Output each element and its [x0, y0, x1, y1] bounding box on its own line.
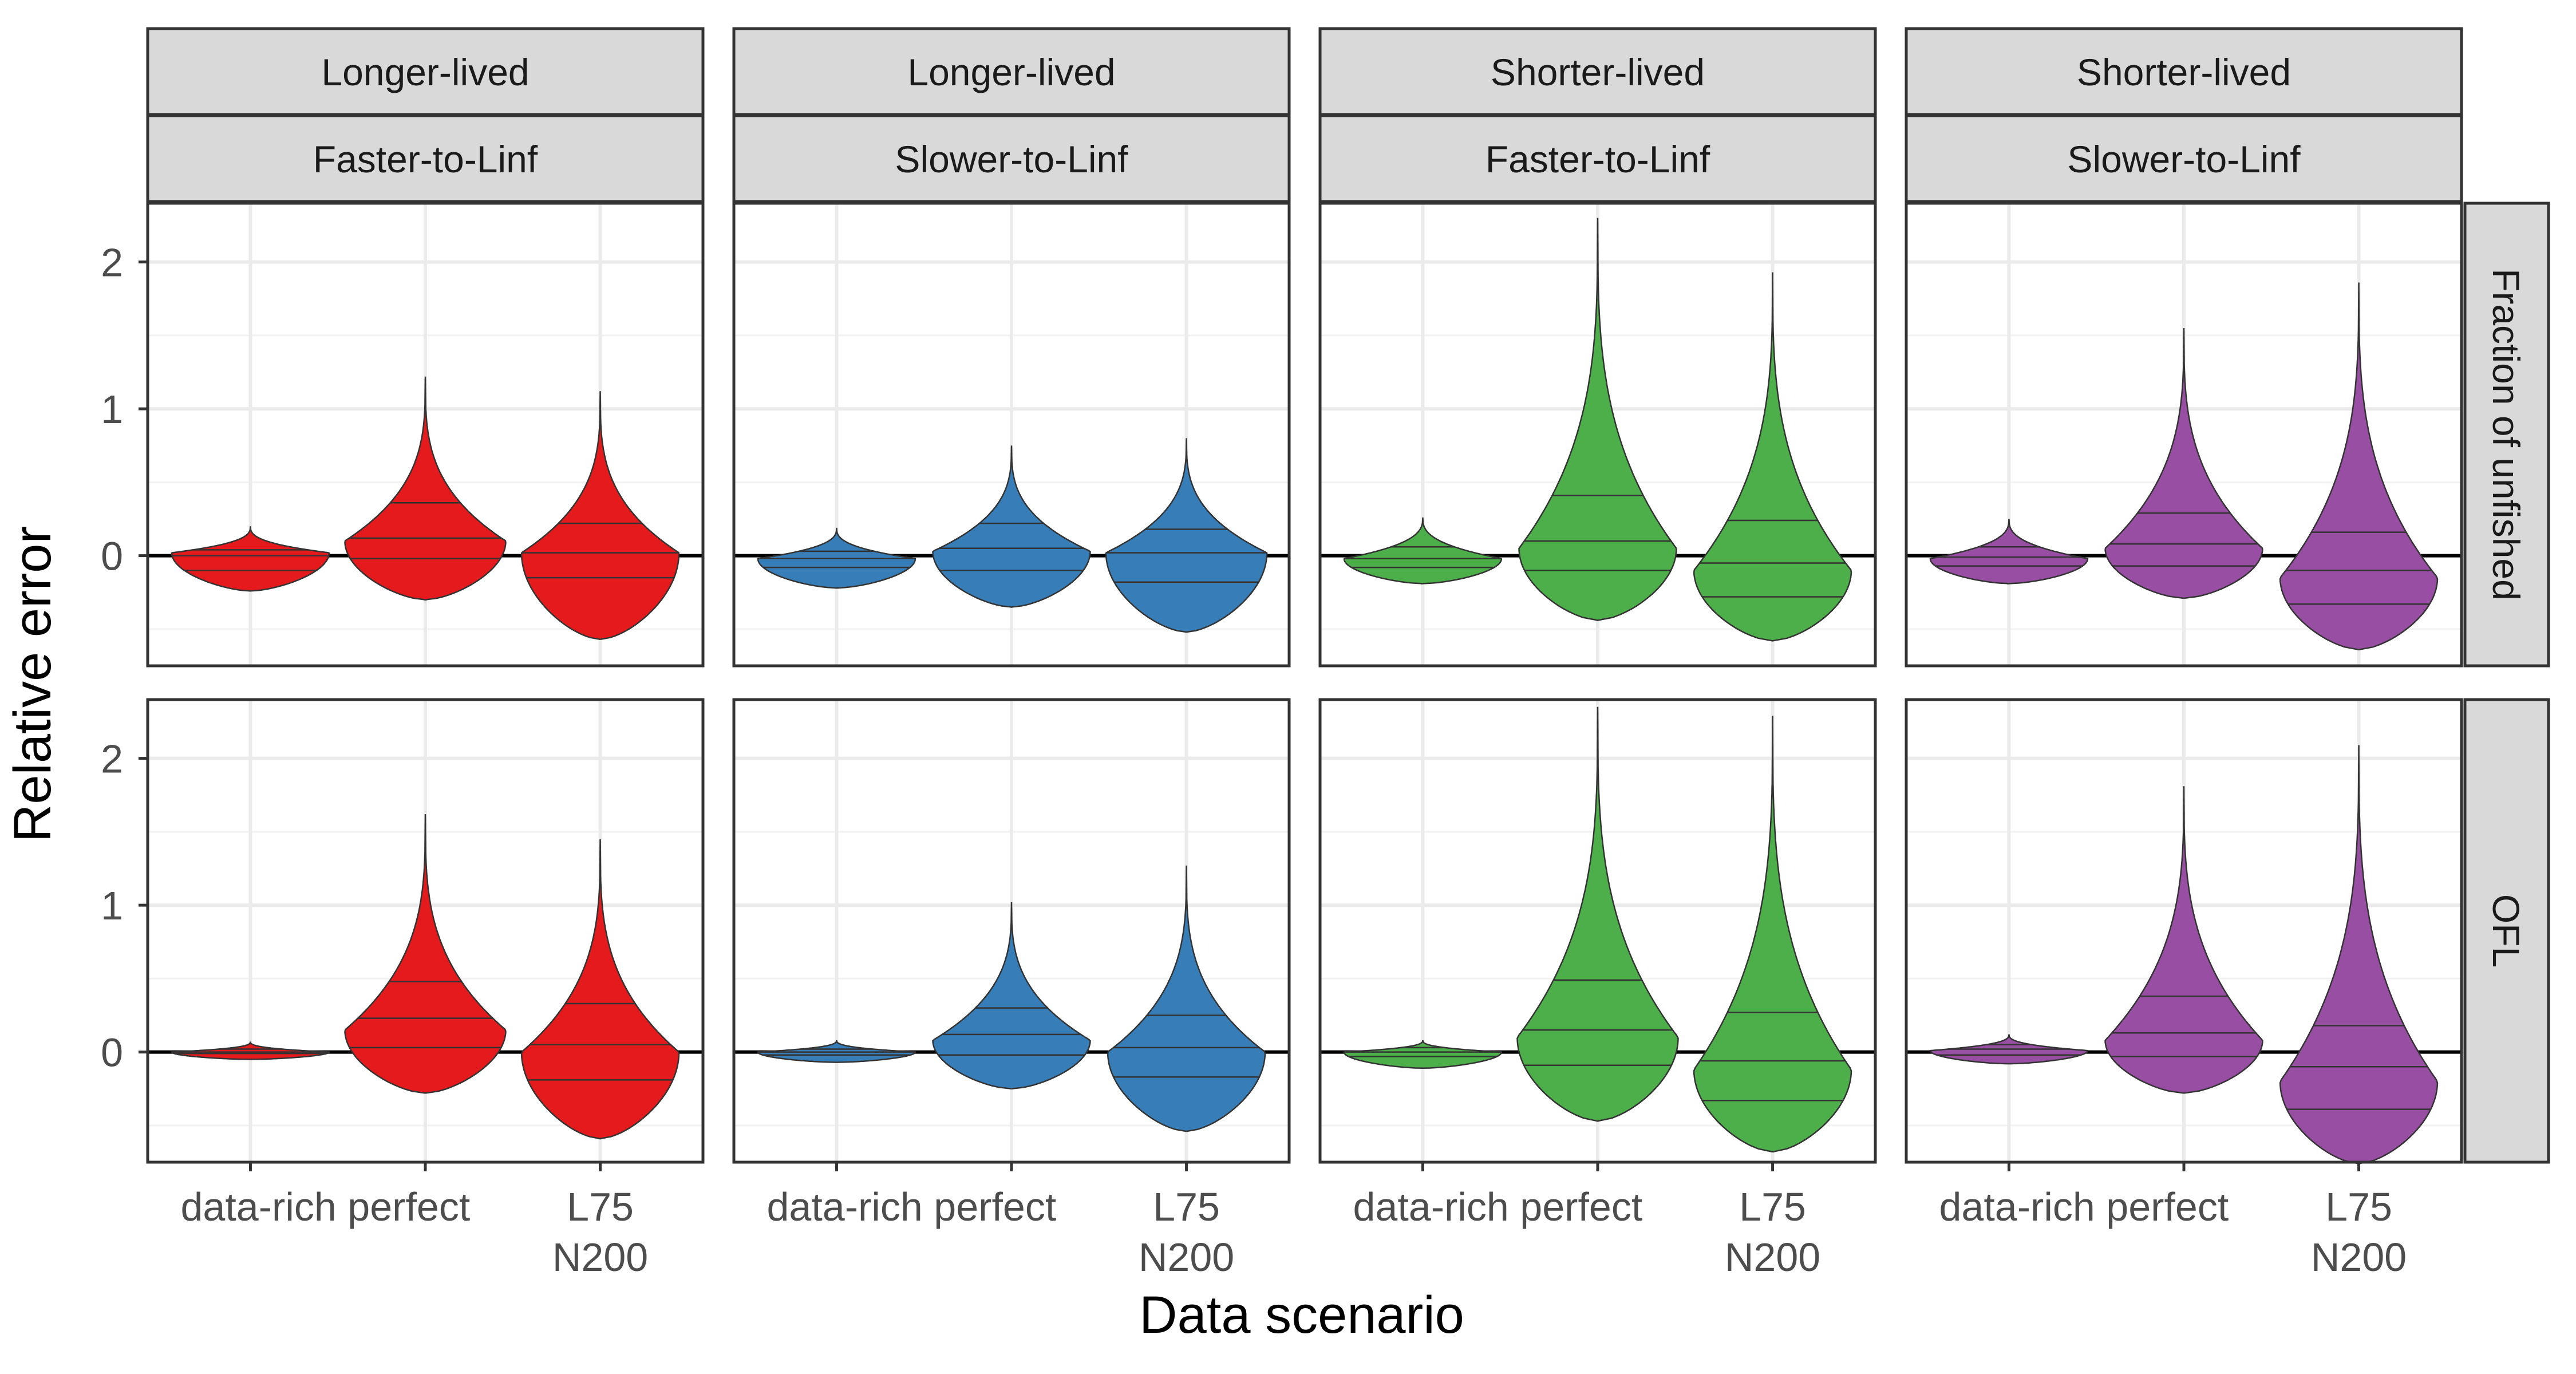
x-tick-label: data-rich perfect	[181, 1185, 471, 1229]
facet-panel	[732, 698, 1291, 1164]
x-tick-label: L75	[567, 1185, 634, 1229]
x-tick-label: data-rich perfect	[1353, 1185, 1643, 1229]
y-tick-label: 0	[101, 1030, 123, 1075]
y-axis-title: Relative error	[3, 526, 62, 842]
facet-panel	[1905, 202, 2463, 668]
panel-border	[146, 202, 705, 668]
violin	[1516, 706, 1679, 1122]
y-tick-label: 1	[101, 883, 123, 928]
x-tick-label: data-rich perfect	[1939, 1185, 2229, 1229]
facet-panel	[146, 202, 705, 668]
facet-strip-label: Longer-lived	[321, 51, 529, 93]
violin	[932, 445, 1091, 608]
violin	[1343, 1040, 1503, 1069]
facet-panel	[732, 202, 1291, 668]
facet-strip-top	[732, 27, 1291, 116]
violin	[171, 526, 330, 592]
violin	[2104, 786, 2263, 1094]
facet-strips: Longer-lived Faster-to-Linf Longer-lived Sl…	[146, 27, 2463, 203]
violin	[520, 839, 680, 1140]
facet-panel	[1905, 698, 2463, 1164]
facet-strip-bottom	[146, 114, 705, 203]
facet-panels	[146, 202, 2463, 1164]
facet-strip-label: Slower-to-Linf	[895, 138, 1128, 180]
facet-strip-label: Longer-lived	[907, 51, 1115, 93]
facet-strip-label: Faster-to-Linf	[313, 138, 538, 180]
facet-panel	[1318, 698, 1877, 1164]
facet-strip-label: Slower-to-Linf	[2067, 138, 2301, 180]
facet-panel	[146, 698, 705, 1164]
violin	[1518, 218, 1677, 622]
y-axis: 0 1 2 0 1 2	[101, 240, 148, 1075]
violin	[932, 902, 1091, 1089]
y-tick-label: 1	[101, 387, 123, 432]
x-tick-label: N200	[552, 1235, 648, 1280]
violin	[2279, 282, 2439, 651]
violin	[2279, 745, 2439, 1164]
violin	[1929, 519, 2089, 585]
panel-border	[1318, 202, 1877, 668]
violin	[1107, 865, 1266, 1132]
x-tick-label: L75	[2325, 1185, 2392, 1229]
facet-strip-bottom	[732, 114, 1291, 203]
row-strip-label: Fraction of unfished	[2485, 269, 2527, 601]
y-tick-label: 2	[101, 737, 123, 781]
row-strip	[2463, 698, 2550, 1164]
facet-strip-bottom	[1905, 114, 2463, 203]
violin	[1105, 438, 1268, 633]
y-tick-label: 2	[101, 240, 123, 285]
row-strip-label: OFL	[2485, 894, 2527, 968]
x-tick-label: N200	[2311, 1235, 2407, 1280]
violin	[1693, 272, 1852, 642]
x-tick-label: data-rich perfect	[767, 1185, 1057, 1229]
panel-border	[1905, 202, 2463, 668]
y-tick-label: 0	[101, 534, 123, 579]
facet-strip-label: Shorter-lived	[2077, 51, 2291, 93]
violin	[2104, 328, 2263, 599]
violin	[344, 376, 507, 601]
x-tick-label: N200	[1139, 1235, 1234, 1280]
facet-panel	[1318, 202, 1877, 668]
facet-strip-label: Shorter-lived	[1491, 51, 1705, 93]
row-strip	[2463, 202, 2550, 668]
x-axis-title: Data scenario	[1139, 1286, 1464, 1344]
facet-strip-label: Faster-to-Linf	[1485, 138, 1710, 180]
panel-border	[732, 202, 1291, 668]
row-strips: Fraction of unfished OFL	[2463, 202, 2550, 1164]
facet-strip-top	[146, 27, 705, 116]
x-tick-label: L75	[1739, 1185, 1806, 1229]
x-tick-label: N200	[1725, 1235, 1820, 1280]
facet-strip-bottom	[1318, 114, 1877, 203]
x-tick-label: L75	[1153, 1185, 1220, 1229]
x-axis: data-rich perfect L75 N200 data-rich perfec…	[181, 1162, 2407, 1280]
violin	[1693, 716, 1852, 1153]
violin	[344, 814, 507, 1094]
